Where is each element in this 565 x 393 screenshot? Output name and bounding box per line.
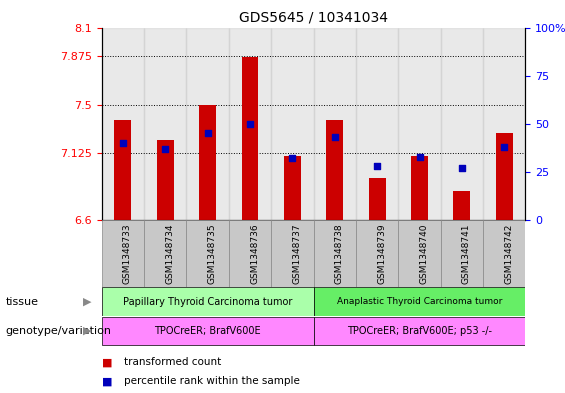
Bar xyxy=(441,220,483,287)
Text: GSM1348736: GSM1348736 xyxy=(250,223,259,284)
Bar xyxy=(369,178,385,220)
Point xyxy=(373,163,382,169)
Bar xyxy=(271,220,314,287)
Point xyxy=(160,146,170,152)
Text: GSM1348733: GSM1348733 xyxy=(123,223,132,284)
Bar xyxy=(284,156,301,220)
Bar xyxy=(411,156,428,220)
Bar xyxy=(496,133,513,220)
Text: TPOCreER; BrafV600E; p53 -/-: TPOCreER; BrafV600E; p53 -/- xyxy=(347,326,492,336)
Text: GSM1348737: GSM1348737 xyxy=(293,223,301,284)
Text: Anaplastic Thyroid Carcinoma tumor: Anaplastic Thyroid Carcinoma tumor xyxy=(337,297,502,306)
Bar xyxy=(483,220,525,287)
Bar xyxy=(314,287,525,316)
Bar xyxy=(242,57,259,220)
Bar xyxy=(229,220,271,287)
Point xyxy=(330,134,339,140)
Bar xyxy=(186,28,229,220)
Text: tissue: tissue xyxy=(6,297,38,307)
Text: ■: ■ xyxy=(102,376,116,386)
Bar xyxy=(398,220,441,287)
Bar xyxy=(144,28,186,220)
Bar xyxy=(144,220,186,287)
Bar xyxy=(102,220,144,287)
Bar xyxy=(186,220,229,287)
Text: GSM1348735: GSM1348735 xyxy=(208,223,216,284)
Point xyxy=(245,121,254,127)
Bar xyxy=(314,28,356,220)
Bar xyxy=(102,317,314,345)
Text: ■: ■ xyxy=(102,357,116,367)
Text: GSM1348734: GSM1348734 xyxy=(165,223,174,284)
Text: GSM1348739: GSM1348739 xyxy=(377,223,386,284)
Bar xyxy=(314,220,356,287)
Point xyxy=(458,165,467,171)
Text: GSM1348741: GSM1348741 xyxy=(462,223,471,284)
Point xyxy=(203,130,212,136)
Point xyxy=(119,140,128,146)
Bar xyxy=(398,28,441,220)
Text: GSM1348740: GSM1348740 xyxy=(419,223,428,284)
Text: Papillary Thyroid Carcinoma tumor: Papillary Thyroid Carcinoma tumor xyxy=(123,297,292,307)
Bar xyxy=(102,28,144,220)
Bar xyxy=(102,287,314,316)
Point xyxy=(415,153,424,160)
Bar xyxy=(157,140,174,220)
Text: GSM1348738: GSM1348738 xyxy=(334,223,344,284)
Text: ▶: ▶ xyxy=(83,297,92,307)
Bar xyxy=(229,28,271,220)
Bar xyxy=(314,317,525,345)
Text: genotype/variation: genotype/variation xyxy=(6,326,112,336)
Point xyxy=(288,155,297,162)
Bar xyxy=(356,28,398,220)
Bar xyxy=(453,191,470,220)
Text: percentile rank within the sample: percentile rank within the sample xyxy=(124,376,300,386)
Bar xyxy=(199,105,216,220)
Title: GDS5645 / 10341034: GDS5645 / 10341034 xyxy=(239,11,388,25)
Bar xyxy=(356,220,398,287)
Bar xyxy=(483,28,525,220)
Text: TPOCreER; BrafV600E: TPOCreER; BrafV600E xyxy=(154,326,261,336)
Bar xyxy=(327,120,344,220)
Point xyxy=(499,144,508,150)
Text: GSM1348742: GSM1348742 xyxy=(504,223,513,284)
Text: ▶: ▶ xyxy=(83,326,92,336)
Bar xyxy=(441,28,483,220)
Text: transformed count: transformed count xyxy=(124,357,221,367)
Bar xyxy=(271,28,314,220)
Bar xyxy=(114,120,131,220)
